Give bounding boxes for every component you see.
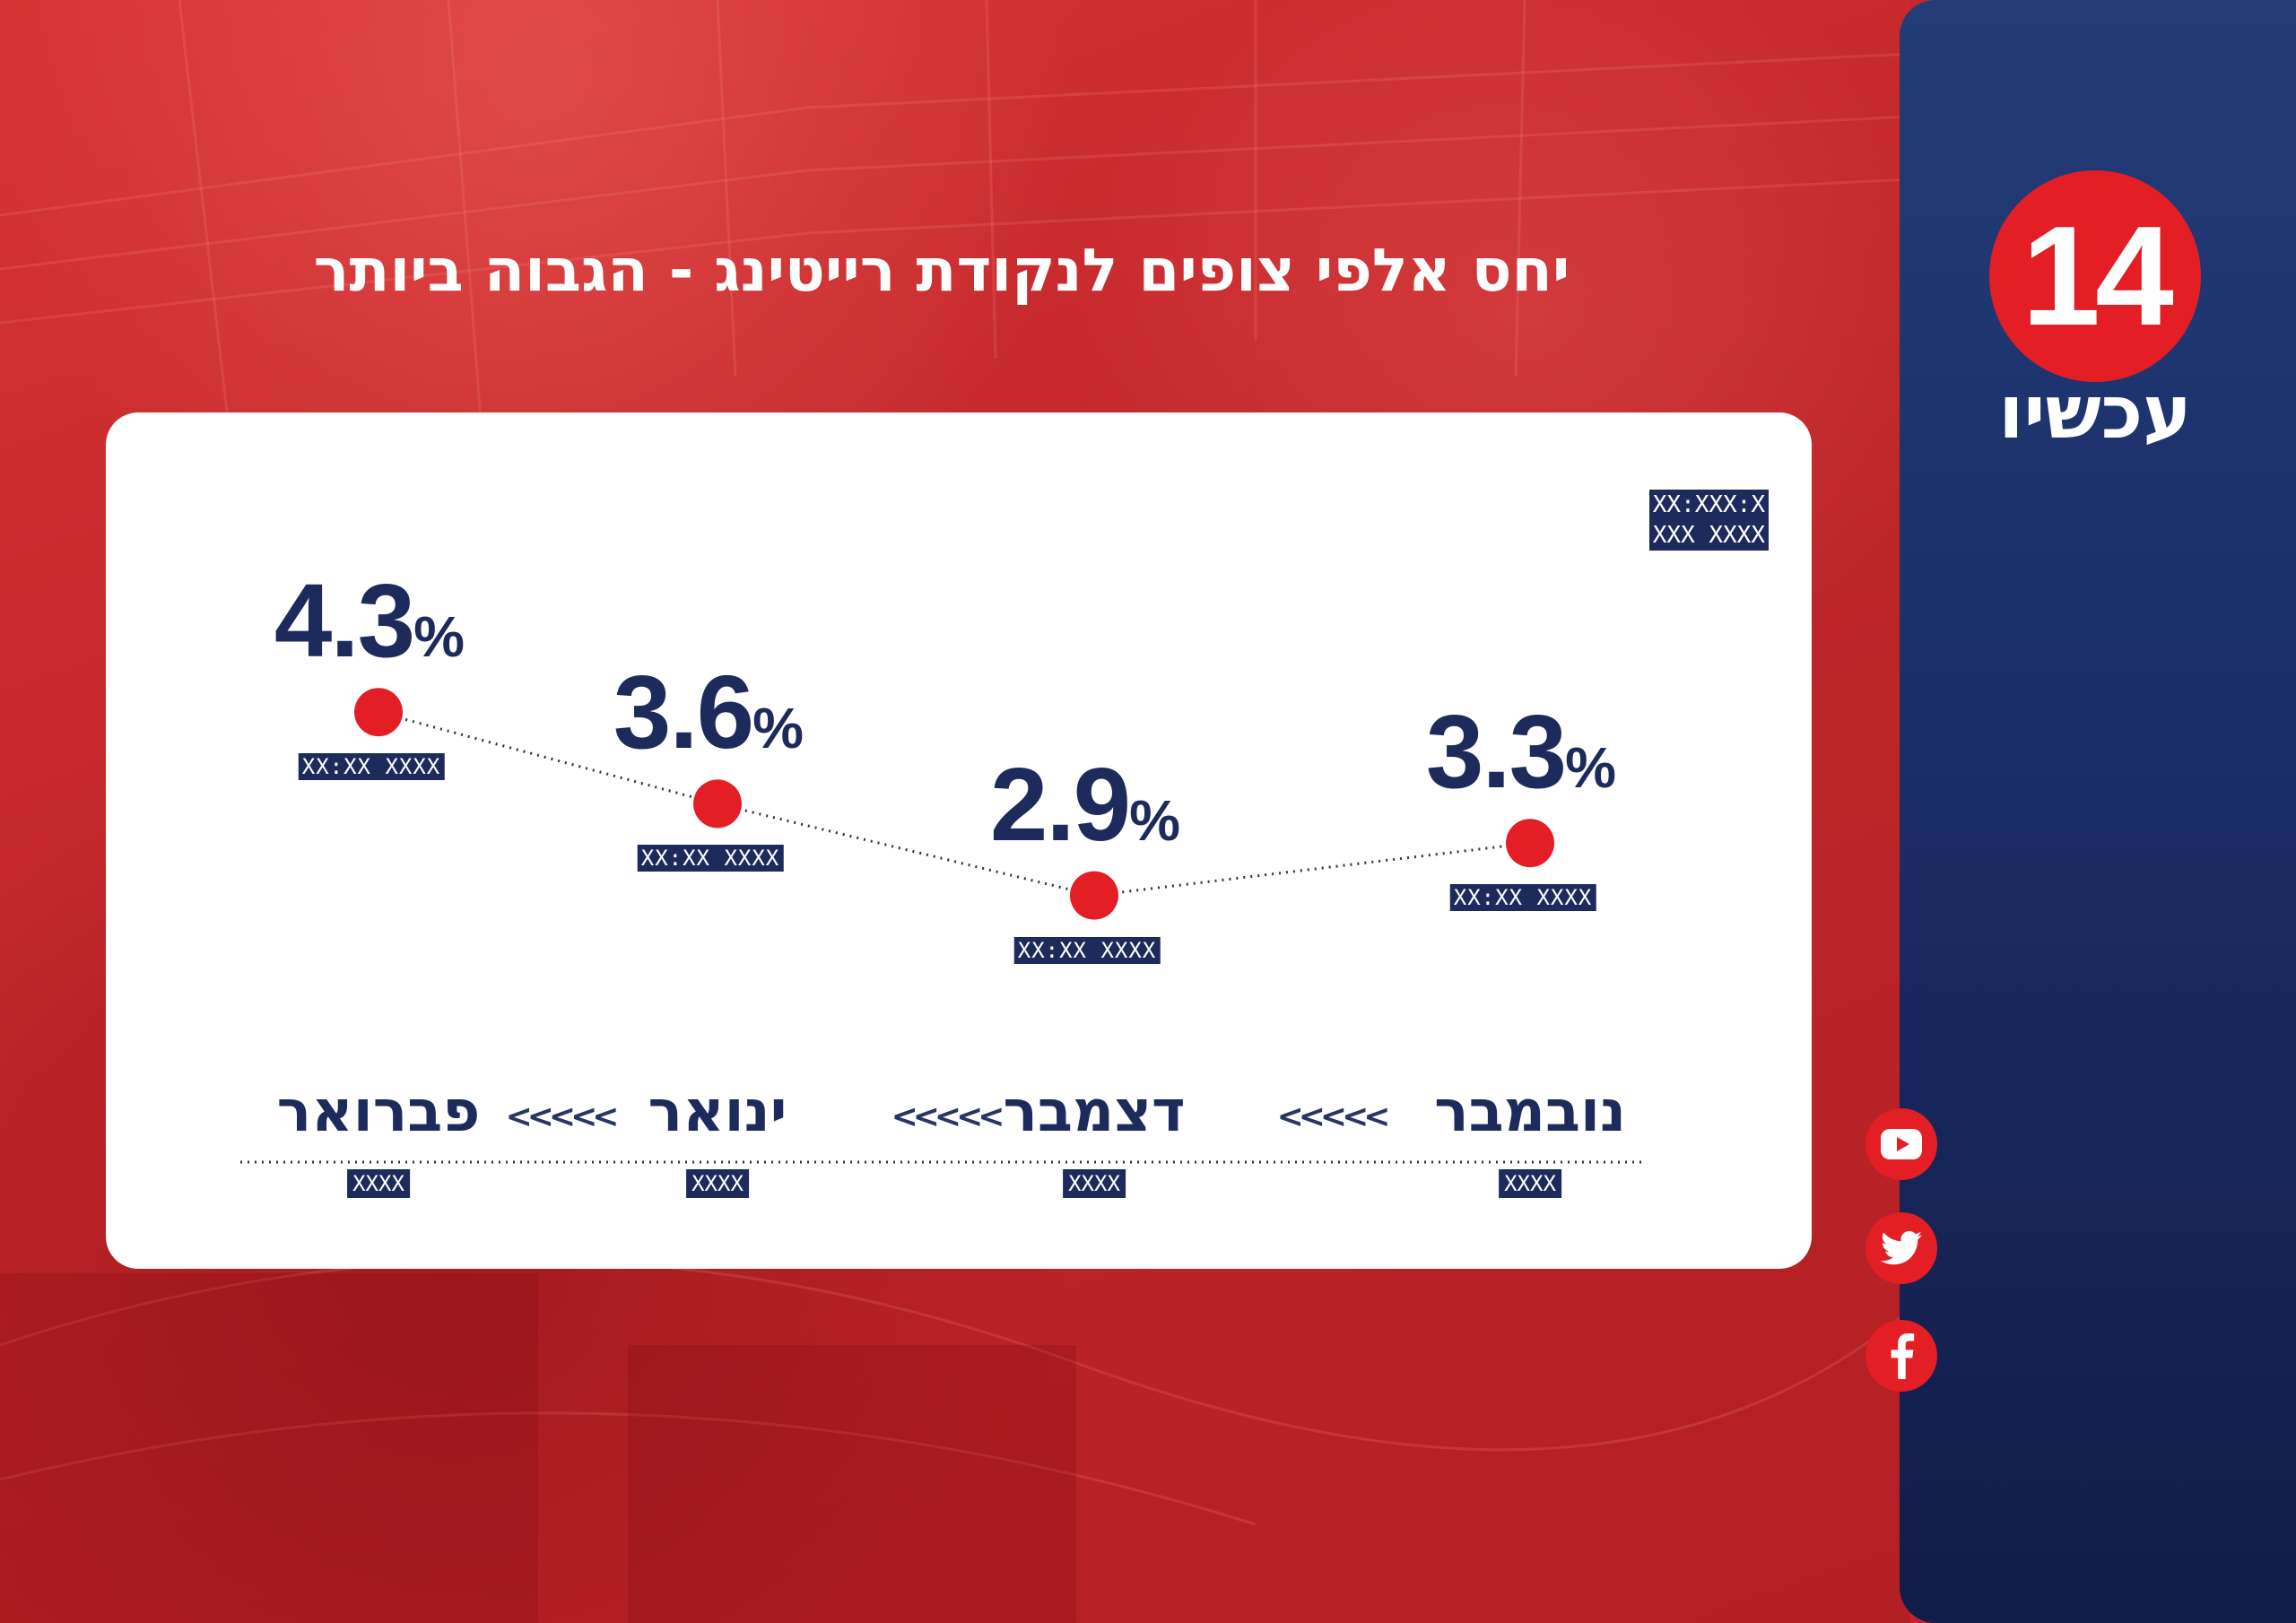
channel-logo: 14 [1989, 170, 2201, 382]
period-label: XXXX [686, 1169, 749, 1198]
twitter-icon [1881, 1230, 1922, 1265]
point-sublabel: XX:XX XXXX [1449, 884, 1596, 912]
logo-wordmark: עכשיו [1998, 370, 2192, 456]
chart-title: יחס אלפי צופים לנקודת רייטינג - הגבוה בי… [313, 236, 1570, 305]
chevron-left-arrows-icon: <<<<< [891, 1098, 1005, 1135]
value-label: 3.6% [613, 654, 804, 771]
value-label: 3.3% [1425, 693, 1617, 811]
x-tick-label: פברואר [276, 1079, 481, 1145]
logo-number: 14 [2022, 197, 2174, 355]
line-chart [240, 688, 1641, 1164]
period-label: XXXX [347, 1169, 410, 1198]
data-point [354, 688, 403, 737]
chevron-left-arrows-icon: <<<<< [505, 1098, 620, 1135]
point-sublabel: XX:XX XXXX [637, 845, 784, 872]
youtube-icon [1881, 1129, 1922, 1159]
chevron-left-arrows-icon: <<<<< [1276, 1098, 1391, 1135]
legend: XX:XXX:X XXX XXXX [1535, 490, 1769, 551]
period-label: XXXX [1499, 1169, 1561, 1198]
facebook-icon [1891, 1332, 1915, 1379]
value-label: 4.3% [274, 562, 465, 680]
chart-card [106, 412, 1812, 1269]
value-label: 2.9% [989, 745, 1181, 863]
x-tick-label: ינואר [648, 1079, 787, 1145]
twitter-button[interactable] [1866, 1212, 1937, 1284]
point-sublabel: XX:XX XXXX [298, 753, 445, 781]
x-tick-label: נובמבר [1434, 1079, 1626, 1145]
series-line [378, 710, 1531, 898]
data-point [693, 779, 742, 829]
legend-line-2: XXX XXXX [1648, 520, 1769, 551]
period-label: XXXX [1063, 1169, 1126, 1198]
point-sublabel: XX:XX XXXX [1013, 936, 1161, 964]
background-structure [0, 0, 1910, 1623]
data-point [1070, 871, 1118, 920]
data-point [1506, 819, 1554, 868]
legend-line-1: XX:XXX:X [1648, 490, 1769, 520]
facebook-button[interactable] [1866, 1320, 1937, 1392]
x-tick-label: דצמבר [1003, 1079, 1186, 1145]
youtube-button[interactable] [1866, 1108, 1937, 1180]
